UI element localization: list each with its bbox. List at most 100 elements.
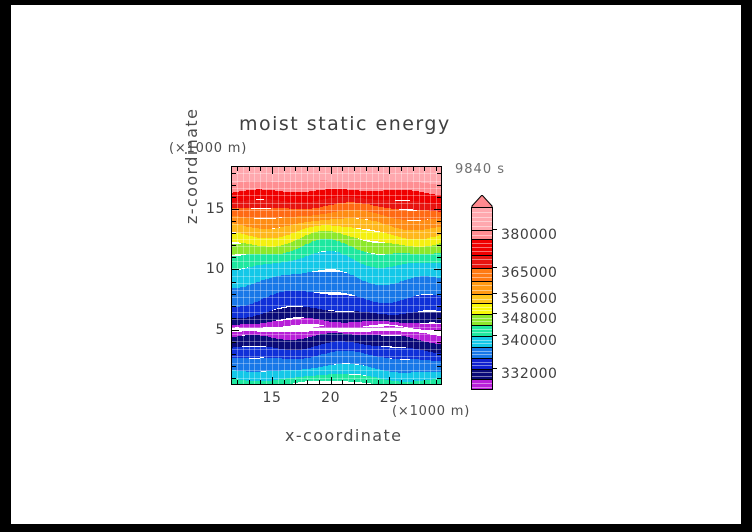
y-tick-minor bbox=[437, 353, 441, 355]
contour-band bbox=[235, 223, 239, 233]
contour-band bbox=[438, 209, 441, 220]
contour-band bbox=[362, 195, 366, 204]
contour-band bbox=[388, 216, 392, 226]
contour-band bbox=[316, 211, 320, 221]
contour-band bbox=[311, 230, 315, 242]
contour-band bbox=[358, 166, 362, 183]
contour-band bbox=[327, 365, 331, 375]
contour-band bbox=[246, 379, 250, 385]
contour-band bbox=[358, 328, 362, 332]
contour-band bbox=[246, 217, 250, 227]
contour-band bbox=[365, 310, 369, 321]
contour-band bbox=[369, 280, 373, 301]
contour-band bbox=[258, 358, 262, 372]
contour-band bbox=[307, 328, 311, 337]
x-tick-minor bbox=[236, 167, 238, 171]
contour-band bbox=[413, 371, 417, 382]
contour-band bbox=[281, 180, 285, 192]
contour-band bbox=[260, 199, 264, 208]
colorbar-segment bbox=[472, 281, 492, 294]
contour-band bbox=[249, 266, 253, 285]
contour-band bbox=[285, 241, 288, 253]
contour-band bbox=[246, 166, 250, 182]
x-tick-minor bbox=[424, 167, 426, 171]
contour-band bbox=[416, 220, 420, 231]
contour-band bbox=[286, 256, 290, 275]
contour-band bbox=[380, 318, 383, 325]
y-tick-major bbox=[434, 329, 441, 331]
contour-plot-field[interactable] bbox=[231, 166, 442, 385]
contour-band bbox=[248, 243, 251, 254]
contour-band bbox=[425, 236, 429, 247]
contour-band bbox=[369, 253, 373, 267]
contour-band bbox=[344, 186, 348, 197]
contour-band bbox=[357, 364, 360, 375]
contour-band bbox=[406, 372, 410, 382]
contour-band bbox=[307, 217, 311, 228]
contour-band bbox=[304, 291, 308, 307]
contour-band bbox=[267, 199, 271, 208]
contour-band bbox=[297, 166, 301, 182]
contour-band bbox=[299, 375, 302, 383]
contour-band bbox=[357, 209, 360, 219]
contour-band bbox=[367, 196, 371, 205]
contour-band bbox=[325, 197, 329, 206]
contour-band bbox=[241, 378, 244, 385]
contour-band bbox=[336, 350, 339, 364]
contour-band bbox=[279, 242, 283, 254]
contour-band bbox=[330, 373, 334, 381]
contour-band bbox=[251, 328, 255, 332]
contour-band bbox=[300, 255, 304, 274]
contour-band bbox=[274, 236, 278, 247]
contour-band bbox=[292, 223, 295, 233]
contour-band bbox=[329, 373, 332, 381]
contour-band bbox=[387, 358, 390, 372]
contour-band bbox=[306, 225, 309, 235]
contour-band bbox=[246, 335, 250, 346]
contour-band bbox=[286, 225, 290, 235]
contour-band bbox=[311, 318, 315, 325]
contour-band bbox=[293, 222, 297, 233]
contour-band bbox=[246, 358, 250, 372]
contour-band bbox=[344, 208, 348, 219]
contour-band bbox=[390, 242, 394, 254]
contour-band bbox=[401, 201, 404, 210]
contour-band bbox=[288, 181, 292, 192]
contour-band bbox=[285, 320, 288, 327]
contour-band bbox=[246, 254, 250, 268]
contour-band bbox=[267, 237, 271, 247]
contour-band bbox=[325, 166, 329, 181]
contour-band bbox=[271, 189, 274, 200]
contour-band bbox=[313, 190, 316, 202]
contour-band bbox=[422, 201, 425, 210]
contour-band bbox=[420, 379, 424, 385]
contour-band bbox=[420, 237, 424, 247]
contour-band bbox=[376, 298, 380, 314]
contour-band bbox=[265, 229, 269, 239]
contour-band bbox=[329, 203, 332, 213]
contour-band bbox=[337, 209, 341, 219]
contour-band bbox=[367, 343, 371, 355]
contour-band bbox=[278, 217, 281, 228]
contour-band bbox=[369, 242, 373, 253]
contour-band bbox=[425, 311, 429, 323]
contour-band bbox=[300, 367, 304, 377]
contour-band bbox=[265, 380, 269, 385]
colorbar[interactable]: 380000 365000 356000 348000 340000 332000 bbox=[471, 195, 557, 390]
contour-band bbox=[358, 229, 362, 239]
contour-band bbox=[369, 376, 373, 384]
contour-band bbox=[244, 302, 248, 318]
contour-band bbox=[327, 166, 331, 181]
contour-band bbox=[327, 237, 331, 251]
contour-band bbox=[350, 200, 353, 210]
contour-band bbox=[397, 327, 401, 332]
contour-band bbox=[427, 358, 431, 372]
contour-band bbox=[302, 244, 306, 258]
contour-band bbox=[420, 312, 424, 323]
contour-band bbox=[387, 266, 390, 285]
contour-band bbox=[293, 319, 297, 325]
contour-band bbox=[422, 295, 425, 311]
y-tick-minor bbox=[437, 221, 441, 223]
contour-band bbox=[392, 234, 396, 244]
contour-band bbox=[242, 207, 246, 218]
